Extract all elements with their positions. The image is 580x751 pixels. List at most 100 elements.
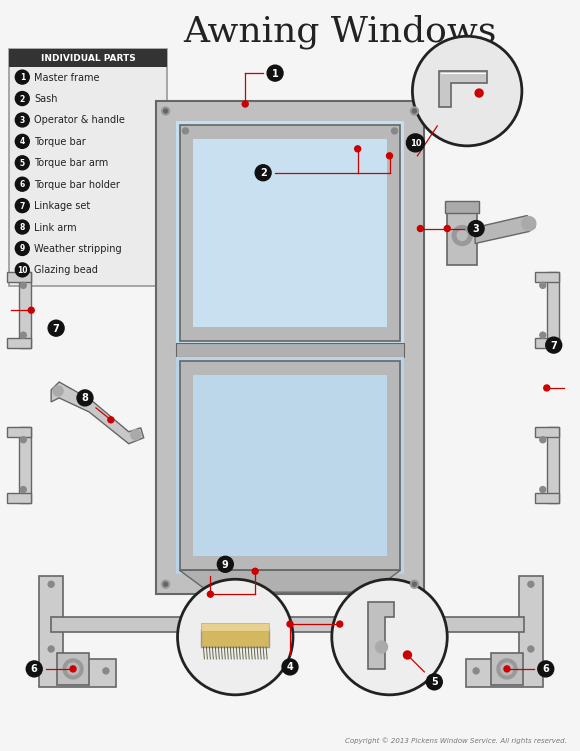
Circle shape	[20, 282, 26, 288]
Circle shape	[411, 107, 418, 115]
Bar	[491, 653, 523, 685]
Circle shape	[392, 128, 397, 134]
Text: 7: 7	[53, 324, 60, 333]
Text: Weather stripping: Weather stripping	[34, 244, 122, 254]
Circle shape	[473, 668, 479, 674]
Bar	[155, 101, 425, 594]
Circle shape	[540, 487, 546, 493]
Circle shape	[48, 320, 64, 336]
Circle shape	[164, 582, 168, 587]
Bar	[9, 50, 166, 67]
Text: 7: 7	[550, 341, 557, 351]
Bar	[8, 427, 31, 437]
Circle shape	[540, 282, 546, 288]
Bar	[535, 493, 559, 502]
Bar	[445, 201, 479, 213]
Circle shape	[418, 225, 423, 231]
Circle shape	[287, 621, 293, 627]
Circle shape	[103, 668, 109, 674]
Circle shape	[255, 164, 271, 181]
Polygon shape	[180, 570, 400, 593]
Bar	[8, 273, 31, 282]
Text: 4: 4	[20, 137, 25, 146]
Text: Link arm: Link arm	[34, 222, 77, 233]
Circle shape	[15, 134, 29, 149]
Circle shape	[15, 199, 29, 213]
Bar	[176, 357, 404, 575]
Text: INDIVIDUAL PARTS: INDIVIDUAL PARTS	[41, 53, 135, 62]
Circle shape	[528, 646, 534, 652]
Circle shape	[20, 332, 26, 338]
Bar	[194, 139, 386, 327]
Circle shape	[73, 668, 79, 674]
Circle shape	[15, 263, 29, 277]
Text: Sash: Sash	[34, 94, 58, 104]
Circle shape	[540, 437, 546, 443]
Circle shape	[376, 641, 387, 653]
Text: 3: 3	[473, 224, 480, 234]
Circle shape	[501, 668, 507, 674]
Circle shape	[48, 581, 54, 587]
Bar	[9, 50, 166, 286]
Circle shape	[412, 36, 522, 146]
Circle shape	[386, 152, 393, 158]
Circle shape	[412, 109, 416, 113]
Circle shape	[108, 417, 114, 423]
Circle shape	[412, 582, 416, 587]
Circle shape	[411, 581, 418, 588]
Circle shape	[208, 591, 213, 597]
Circle shape	[77, 390, 93, 406]
Bar	[180, 125, 400, 341]
Polygon shape	[39, 576, 116, 687]
Circle shape	[404, 651, 411, 659]
Circle shape	[20, 487, 26, 493]
Circle shape	[15, 155, 29, 170]
Circle shape	[162, 107, 169, 115]
Circle shape	[426, 674, 443, 690]
Circle shape	[528, 581, 534, 587]
Circle shape	[15, 70, 29, 84]
Text: 3: 3	[20, 116, 25, 125]
Bar	[201, 623, 269, 631]
Bar	[57, 653, 89, 685]
Text: Master frame: Master frame	[34, 73, 100, 83]
Text: 10: 10	[17, 266, 27, 275]
Circle shape	[468, 221, 484, 237]
Polygon shape	[51, 382, 144, 444]
Bar	[8, 338, 31, 348]
Bar	[176, 121, 404, 342]
Polygon shape	[466, 576, 543, 687]
Text: 5: 5	[20, 158, 25, 167]
Text: 5: 5	[431, 677, 438, 687]
Circle shape	[538, 661, 554, 677]
Bar	[8, 493, 31, 502]
Circle shape	[218, 556, 233, 572]
Circle shape	[540, 332, 546, 338]
Text: 8: 8	[20, 223, 25, 232]
Circle shape	[505, 667, 509, 671]
Circle shape	[28, 307, 34, 313]
Text: Copyright © 2013 Pickens Window Service. All rights reserved.: Copyright © 2013 Pickens Window Service.…	[345, 737, 567, 744]
Circle shape	[67, 663, 79, 675]
Circle shape	[444, 225, 450, 231]
Circle shape	[337, 621, 343, 627]
Circle shape	[71, 667, 75, 671]
Circle shape	[475, 89, 483, 97]
Circle shape	[15, 220, 29, 234]
Polygon shape	[368, 602, 394, 669]
Text: 6: 6	[31, 665, 38, 674]
Bar	[201, 629, 269, 647]
Circle shape	[252, 569, 258, 575]
Circle shape	[15, 242, 29, 255]
Bar	[19, 427, 31, 502]
Polygon shape	[475, 216, 535, 243]
Bar	[535, 273, 559, 282]
Bar	[535, 427, 559, 437]
Circle shape	[183, 128, 188, 134]
Circle shape	[504, 666, 510, 672]
Text: Operator & handle: Operator & handle	[34, 116, 125, 125]
Circle shape	[20, 437, 26, 443]
Text: 1: 1	[20, 73, 25, 82]
Polygon shape	[439, 71, 487, 107]
Circle shape	[332, 579, 447, 695]
